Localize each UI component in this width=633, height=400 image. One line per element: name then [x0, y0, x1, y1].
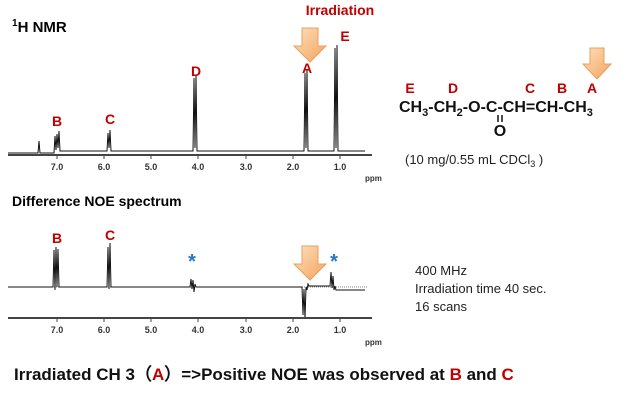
top-title: 1H NMR [12, 18, 67, 36]
tick-label: 6.0 [98, 162, 111, 172]
star: * [188, 251, 196, 273]
tick-label: 7.0 [51, 325, 64, 335]
atom-label: D [448, 80, 458, 96]
tick-label: 5.0 [145, 162, 158, 172]
arrow [581, 47, 613, 80]
nmr-spectrum [8, 44, 365, 154]
arrow [292, 27, 328, 63]
tick-label: 4.0 [192, 162, 205, 172]
peak-label: B [52, 113, 62, 129]
conditions: (10 mg/0.55 mL CDCl3 ) [405, 152, 543, 169]
tick-label: 1.0 [334, 162, 347, 172]
tick-label: 7.0 [51, 162, 64, 172]
tick-label: 2.0 [287, 162, 300, 172]
info-line: 16 scans [415, 299, 468, 314]
formula: CH3-CH2-O-C-CH=CH-CH3 [399, 99, 593, 119]
tick-label: 3.0 [240, 162, 253, 172]
tick-label: 1.0 [334, 325, 347, 335]
diff-title: Difference NOE spectrum [12, 193, 182, 209]
atom-label: B [557, 80, 567, 96]
ppm-label: ppm [365, 338, 382, 347]
oxygen: O [494, 123, 506, 140]
peak-label: B [52, 230, 62, 246]
conclusion: Irradiated CH 3（A）=>Positive NOE was obs… [14, 364, 514, 384]
info-line: 400 MHz [415, 263, 467, 278]
atom-label: C [525, 80, 535, 96]
peak-label: A [302, 60, 312, 76]
irradiation-label: Irradiation [306, 2, 374, 18]
tick-label: 6.0 [98, 325, 111, 335]
noe-spectrum [8, 242, 365, 320]
ppm-label: ppm [365, 174, 382, 183]
peak-label: C [105, 227, 115, 243]
arrow [292, 245, 328, 281]
star: * [330, 251, 338, 273]
tick-label: 3.0 [240, 325, 253, 335]
peak-label: D [191, 63, 201, 79]
tick-label: 4.0 [192, 325, 205, 335]
atom-label: A [587, 80, 597, 96]
atom-label: E [405, 80, 414, 96]
peak-label: C [105, 111, 115, 127]
tick-label: 2.0 [287, 325, 300, 335]
tick-label: 5.0 [145, 325, 158, 335]
info-line: Irradiation time 40 sec. [415, 281, 547, 296]
peak-label: E [340, 28, 349, 44]
